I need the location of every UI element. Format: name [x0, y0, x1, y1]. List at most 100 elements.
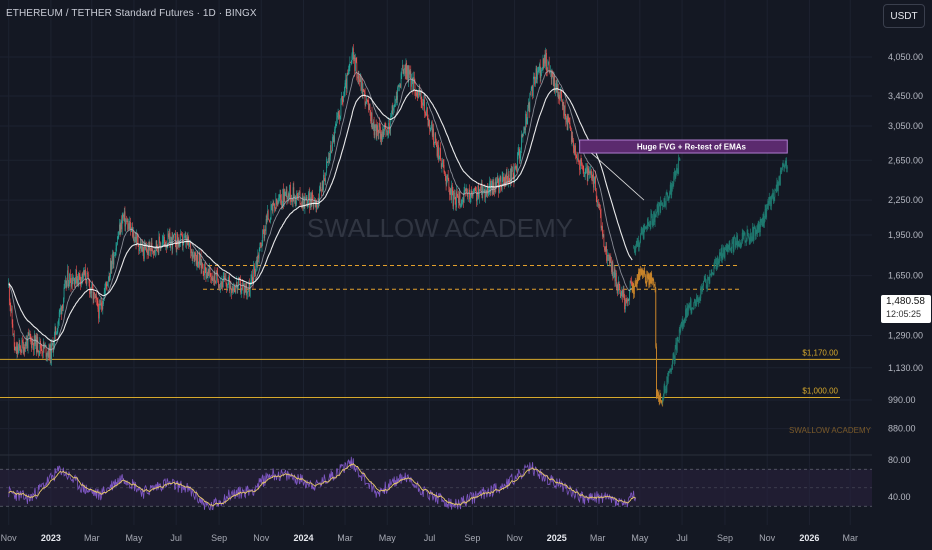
candle-body-188: [138, 245, 140, 252]
candle-body-446: [317, 203, 318, 208]
proj-bull-a-body-60: [674, 171, 676, 177]
candle-body-359: [256, 260, 258, 265]
candle-body-755: [530, 88, 532, 95]
candle-body-304: [218, 286, 220, 288]
candle-body-687: [483, 189, 485, 192]
candle-body-619: [436, 146, 438, 156]
proj-bull-b-body-16: [673, 353, 675, 356]
proj-bull-a-body-67: [679, 159, 681, 161]
candle-body-741: [521, 134, 522, 150]
candle-body-721: [507, 179, 509, 183]
candle-body-177: [130, 228, 132, 230]
proj-bull-b-body-13: [671, 369, 673, 370]
candle-body-579: [409, 70, 410, 75]
proj-bull-b-body-126: [749, 240, 751, 242]
candle-body-129: [97, 300, 99, 310]
candle-body-527: [373, 121, 374, 129]
candle-body-454: [322, 181, 324, 191]
proj-bear-body-30: [652, 278, 654, 281]
candle-body-184: [135, 236, 137, 244]
candle-body-327: [234, 290, 236, 293]
candle-body-532: [376, 125, 378, 138]
candle-body-695: [489, 180, 491, 190]
proj-bull-a-body-13: [642, 229, 644, 234]
candle-body-522: [369, 104, 371, 111]
proj-bull-b-body-150: [766, 208, 767, 218]
time-tick-0: Nov: [1, 533, 18, 543]
candle-body-826: [579, 160, 581, 170]
candle-body-520: [368, 100, 369, 110]
candle-body-798: [560, 90, 562, 94]
candle-body-322: [231, 289, 232, 294]
candle-body-430: [305, 196, 307, 198]
proj-bull-a-body-61: [675, 172, 677, 177]
currency-button[interactable]: USDT: [883, 4, 925, 28]
proj-bull-b-body-7: [667, 376, 668, 383]
candle-body-104: [80, 280, 82, 285]
candle-body-470: [333, 136, 335, 142]
price-tick-0: 4,050.00: [888, 52, 923, 62]
candle-body-137: [103, 300, 104, 304]
candle-body-394: [281, 199, 282, 206]
candle-body-864: [606, 246, 607, 261]
candle-body-460: [326, 161, 328, 163]
proj-bull-a-body-10: [640, 234, 641, 243]
candle-body-559: [395, 99, 396, 101]
proj-bull-b-body-31: [683, 322, 685, 326]
proj-bull-b-body-21: [676, 337, 678, 351]
candle-body-332: [238, 278, 239, 286]
candle-body-598: [422, 102, 423, 106]
candle-body-26: [26, 338, 28, 346]
candle-body-436: [310, 197, 311, 209]
candle-body-894: [627, 299, 628, 303]
candle-body-152: [113, 256, 115, 265]
candle-body-881: [618, 282, 619, 292]
proj-bull-a-body-37: [658, 202, 660, 207]
candle-body-651: [458, 191, 460, 203]
proj-bull-b-body-94: [727, 244, 729, 252]
candle-body-336: [240, 290, 242, 293]
candle-body-393: [280, 194, 282, 200]
proj-bull-b-body-47: [694, 299, 696, 306]
proj-bear-body-23: [647, 273, 649, 279]
candle-body-80: [63, 287, 65, 299]
candle-body-57: [47, 352, 49, 357]
candle-body-410: [292, 198, 293, 202]
time-axis[interactable]: Nov 2023 Mar May Jul Sep Nov 2024 Mar May Jul Sep No…: [1, 533, 858, 543]
proj-bull-b-body-4: [665, 389, 666, 391]
candle-body-370: [264, 229, 266, 239]
time-tick-19: 2026: [799, 533, 819, 543]
candle-body-647: [456, 191, 457, 208]
candle-body-242: [175, 247, 177, 250]
candle-body-166: [123, 215, 124, 217]
candle-body-292: [210, 275, 212, 277]
candle-body-119: [90, 288, 92, 294]
candle-body-746: [524, 128, 526, 130]
candle-body-862: [604, 250, 606, 252]
candle-body-643: [453, 193, 455, 207]
candle-body-401: [285, 189, 287, 192]
candle-body-321: [230, 286, 232, 290]
candle-body-87: [68, 284, 70, 287]
candle-body-664: [467, 192, 469, 198]
candle-body-653: [460, 206, 461, 208]
candle-body-169: [125, 220, 127, 227]
candle-body-106: [81, 273, 83, 279]
proj-bull-b-body-116: [742, 232, 744, 237]
candle-body-775: [544, 54, 546, 64]
candle-body-467: [331, 151, 333, 152]
candle-body-589: [415, 92, 417, 96]
price-axis[interactable]: 4,050.00 3,450.00 3,050.00 2,650.00 2,250.00…: [888, 52, 923, 502]
candle-body-671: [472, 192, 474, 197]
candle-body-482: [341, 96, 343, 100]
proj-bear-body-29: [651, 278, 653, 284]
candle-body-103: [79, 274, 81, 281]
candle-body-841: [590, 171, 592, 174]
candle-body-77: [61, 305, 63, 314]
candle-body-610: [430, 128, 432, 129]
candle-body-270: [195, 252, 196, 257]
candle-body-193: [141, 244, 143, 251]
candle-body-125: [94, 294, 96, 298]
proj-bear-body-14: [641, 270, 643, 275]
